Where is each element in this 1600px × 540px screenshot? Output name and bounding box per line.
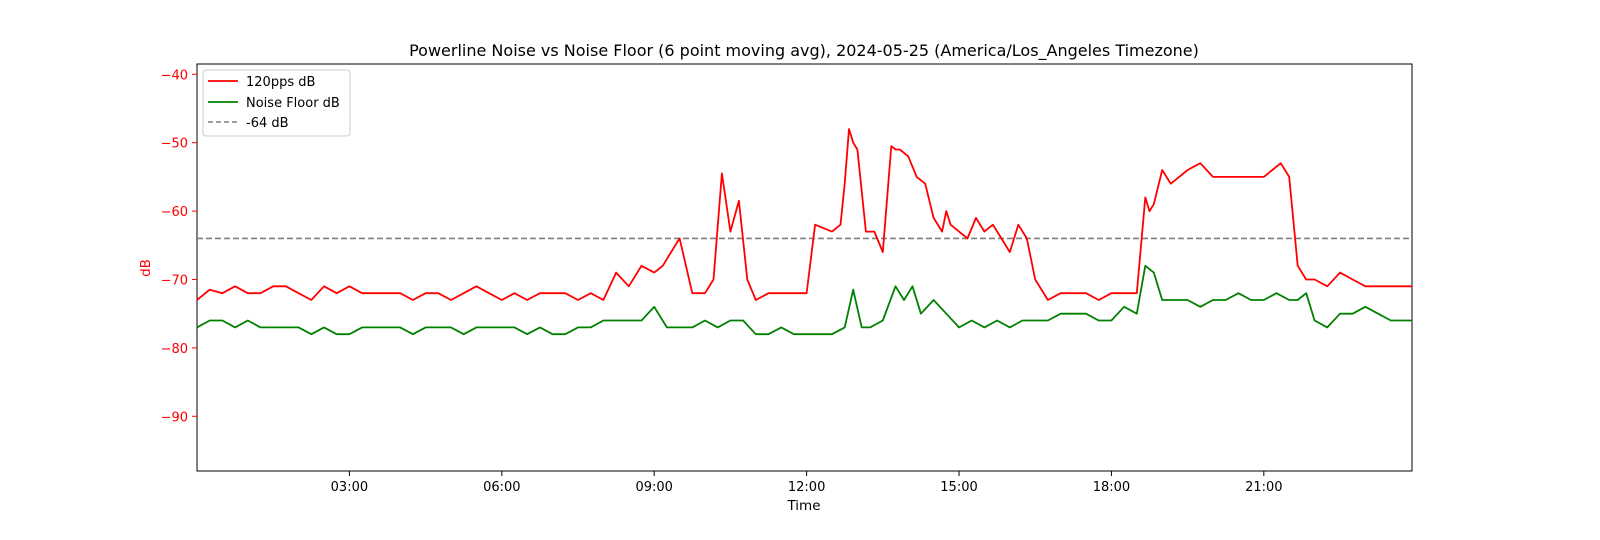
y-axis-label: dB: [138, 259, 154, 277]
plot-area: [196, 63, 1413, 472]
noise-floor-series-line: [196, 264, 1412, 336]
x-tick-label: 21:00: [1245, 480, 1282, 495]
legend: 120pps dB Noise Floor dB -64 dB: [202, 69, 351, 137]
legend-label-floor: Noise Floor dB: [246, 96, 340, 111]
y-tick-label: −60: [161, 205, 188, 220]
x-tick-label: 12:00: [788, 480, 825, 495]
legend-box: [202, 69, 351, 137]
x-axis-label: Time: [786, 498, 820, 514]
x-tick-label: 06:00: [483, 480, 520, 495]
legend-label-noise: 120pps dB: [246, 75, 315, 90]
chart-title: Powerline Noise vs Noise Floor (6 point …: [409, 41, 1199, 61]
x-tick-label: 18:00: [1093, 480, 1130, 495]
x-tick-label: 09:00: [635, 480, 672, 495]
y-tick-label: −90: [161, 410, 188, 425]
y-tick-label: −70: [161, 273, 188, 288]
legend-label-threshold: -64 dB: [246, 116, 289, 131]
x-axis: 03:00 06:00 09:00 12:00 15:00 18:00 21:00: [331, 471, 1283, 495]
y-axis: −40 −50 −60 −70 −80 −90: [161, 68, 197, 425]
series-layer: [196, 128, 1412, 336]
y-tick-label: −40: [161, 68, 188, 83]
x-tick-label: 15:00: [940, 480, 977, 495]
noise-series-line: [196, 128, 1412, 301]
y-tick-label: −80: [161, 342, 188, 357]
plot-frame: [196, 63, 1413, 472]
y-tick-label: −50: [161, 137, 188, 152]
x-tick-label: 03:00: [331, 480, 368, 495]
